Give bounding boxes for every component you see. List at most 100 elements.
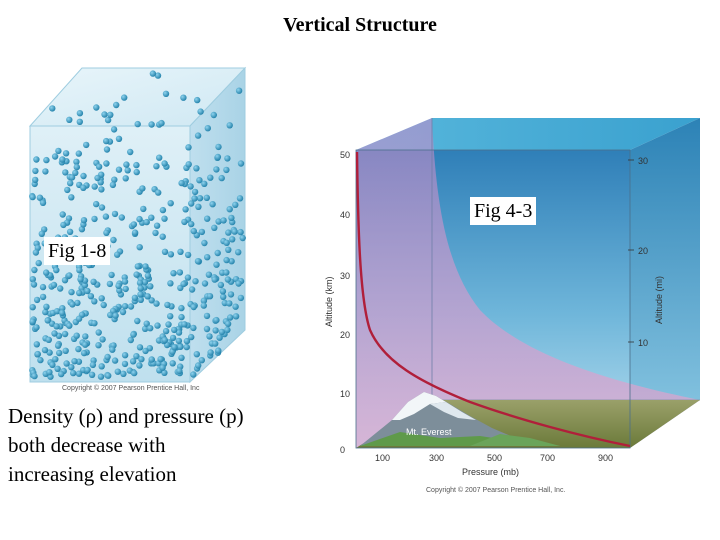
molecule — [183, 343, 190, 351]
molecule — [195, 203, 202, 210]
molecule — [68, 288, 75, 296]
molecule — [33, 341, 40, 348]
molecule — [227, 314, 234, 321]
molecule — [121, 278, 129, 285]
molecule — [37, 356, 44, 364]
molecule — [133, 271, 140, 278]
molecule — [137, 296, 144, 303]
molecule — [29, 318, 36, 325]
molecule — [76, 118, 84, 126]
molecule — [49, 361, 56, 368]
molecule — [181, 321, 188, 328]
molecule — [29, 276, 36, 283]
molecule — [29, 193, 36, 201]
molecule — [207, 349, 214, 356]
molecule — [158, 119, 165, 127]
molecule — [136, 344, 144, 351]
molecule — [209, 201, 216, 208]
molecule — [30, 281, 38, 288]
molecule — [161, 248, 169, 255]
molecule — [167, 251, 175, 258]
molecule — [51, 153, 59, 160]
molecule — [149, 70, 157, 77]
molecule — [180, 280, 187, 288]
molecule — [94, 174, 101, 182]
molecule — [201, 180, 208, 187]
molecule — [156, 154, 163, 161]
molecule — [31, 372, 38, 380]
molecule — [213, 316, 220, 324]
molecule — [32, 176, 39, 184]
molecule — [226, 206, 233, 213]
molecule — [95, 342, 102, 349]
left-copyright: Copyright © 2007 Pearson Prentice Hall, … — [62, 384, 200, 392]
molecule — [104, 116, 112, 124]
fig-1-8-label: Fig 1-8 — [44, 237, 111, 265]
molecule — [223, 239, 230, 246]
molecule — [143, 320, 150, 327]
molecule — [216, 334, 223, 341]
molecule — [214, 153, 222, 161]
molecule — [203, 194, 210, 201]
molecule — [33, 296, 41, 304]
molecule — [215, 347, 222, 354]
molecule — [159, 364, 166, 371]
molecule — [61, 330, 69, 338]
molecule — [187, 183, 194, 190]
molecule — [55, 147, 62, 155]
molecule — [73, 163, 81, 171]
molecule — [46, 369, 53, 376]
molecule — [110, 236, 117, 244]
km-tick-label: 20 — [340, 330, 350, 340]
molecule — [83, 141, 90, 149]
molecule — [223, 166, 230, 174]
km-tick-label: 30 — [340, 271, 350, 281]
molecule — [121, 352, 129, 359]
molecule — [142, 263, 149, 270]
page-title: Vertical Structure — [283, 14, 437, 36]
molecule — [161, 336, 168, 344]
molecule — [133, 161, 140, 169]
molecule — [196, 177, 203, 184]
molecule — [148, 356, 155, 363]
molecule — [204, 254, 211, 261]
molecule — [235, 249, 242, 256]
molecule — [213, 261, 220, 268]
molecule — [228, 214, 235, 222]
molecule — [100, 301, 107, 309]
molecule — [182, 206, 189, 213]
molecule — [236, 195, 244, 202]
molecule — [143, 218, 150, 226]
molecule — [114, 251, 121, 258]
molecule — [190, 303, 197, 311]
km-tick-label: 40 — [340, 210, 350, 220]
molecule — [184, 274, 192, 281]
molecule — [140, 205, 147, 213]
molecule — [60, 221, 67, 229]
molecule — [62, 150, 70, 157]
y-right-axis-label: Altitude (mi) — [654, 276, 664, 324]
molecule — [121, 303, 129, 310]
molecule — [131, 369, 138, 377]
molecule — [138, 356, 145, 363]
molecule — [190, 371, 197, 378]
molecule — [207, 174, 214, 181]
mi-tick-label: 10 — [638, 338, 648, 348]
molecule — [127, 336, 134, 344]
molecule — [62, 347, 69, 354]
molecule — [57, 285, 64, 292]
mi-tick-label: 30 — [638, 156, 648, 166]
molecule — [198, 357, 205, 364]
molecule — [203, 325, 211, 333]
molecule — [220, 293, 227, 300]
molecule — [66, 272, 73, 279]
molecule — [42, 308, 49, 316]
molecule — [84, 366, 91, 374]
molecule — [148, 297, 155, 304]
molecule — [76, 267, 83, 274]
molecule — [144, 272, 152, 279]
molecule — [169, 360, 176, 367]
pressure-altitude-figure: 0 10 20 30 40 50 Altitude (km) 10 20 30 … — [324, 118, 700, 494]
molecule — [224, 276, 232, 283]
